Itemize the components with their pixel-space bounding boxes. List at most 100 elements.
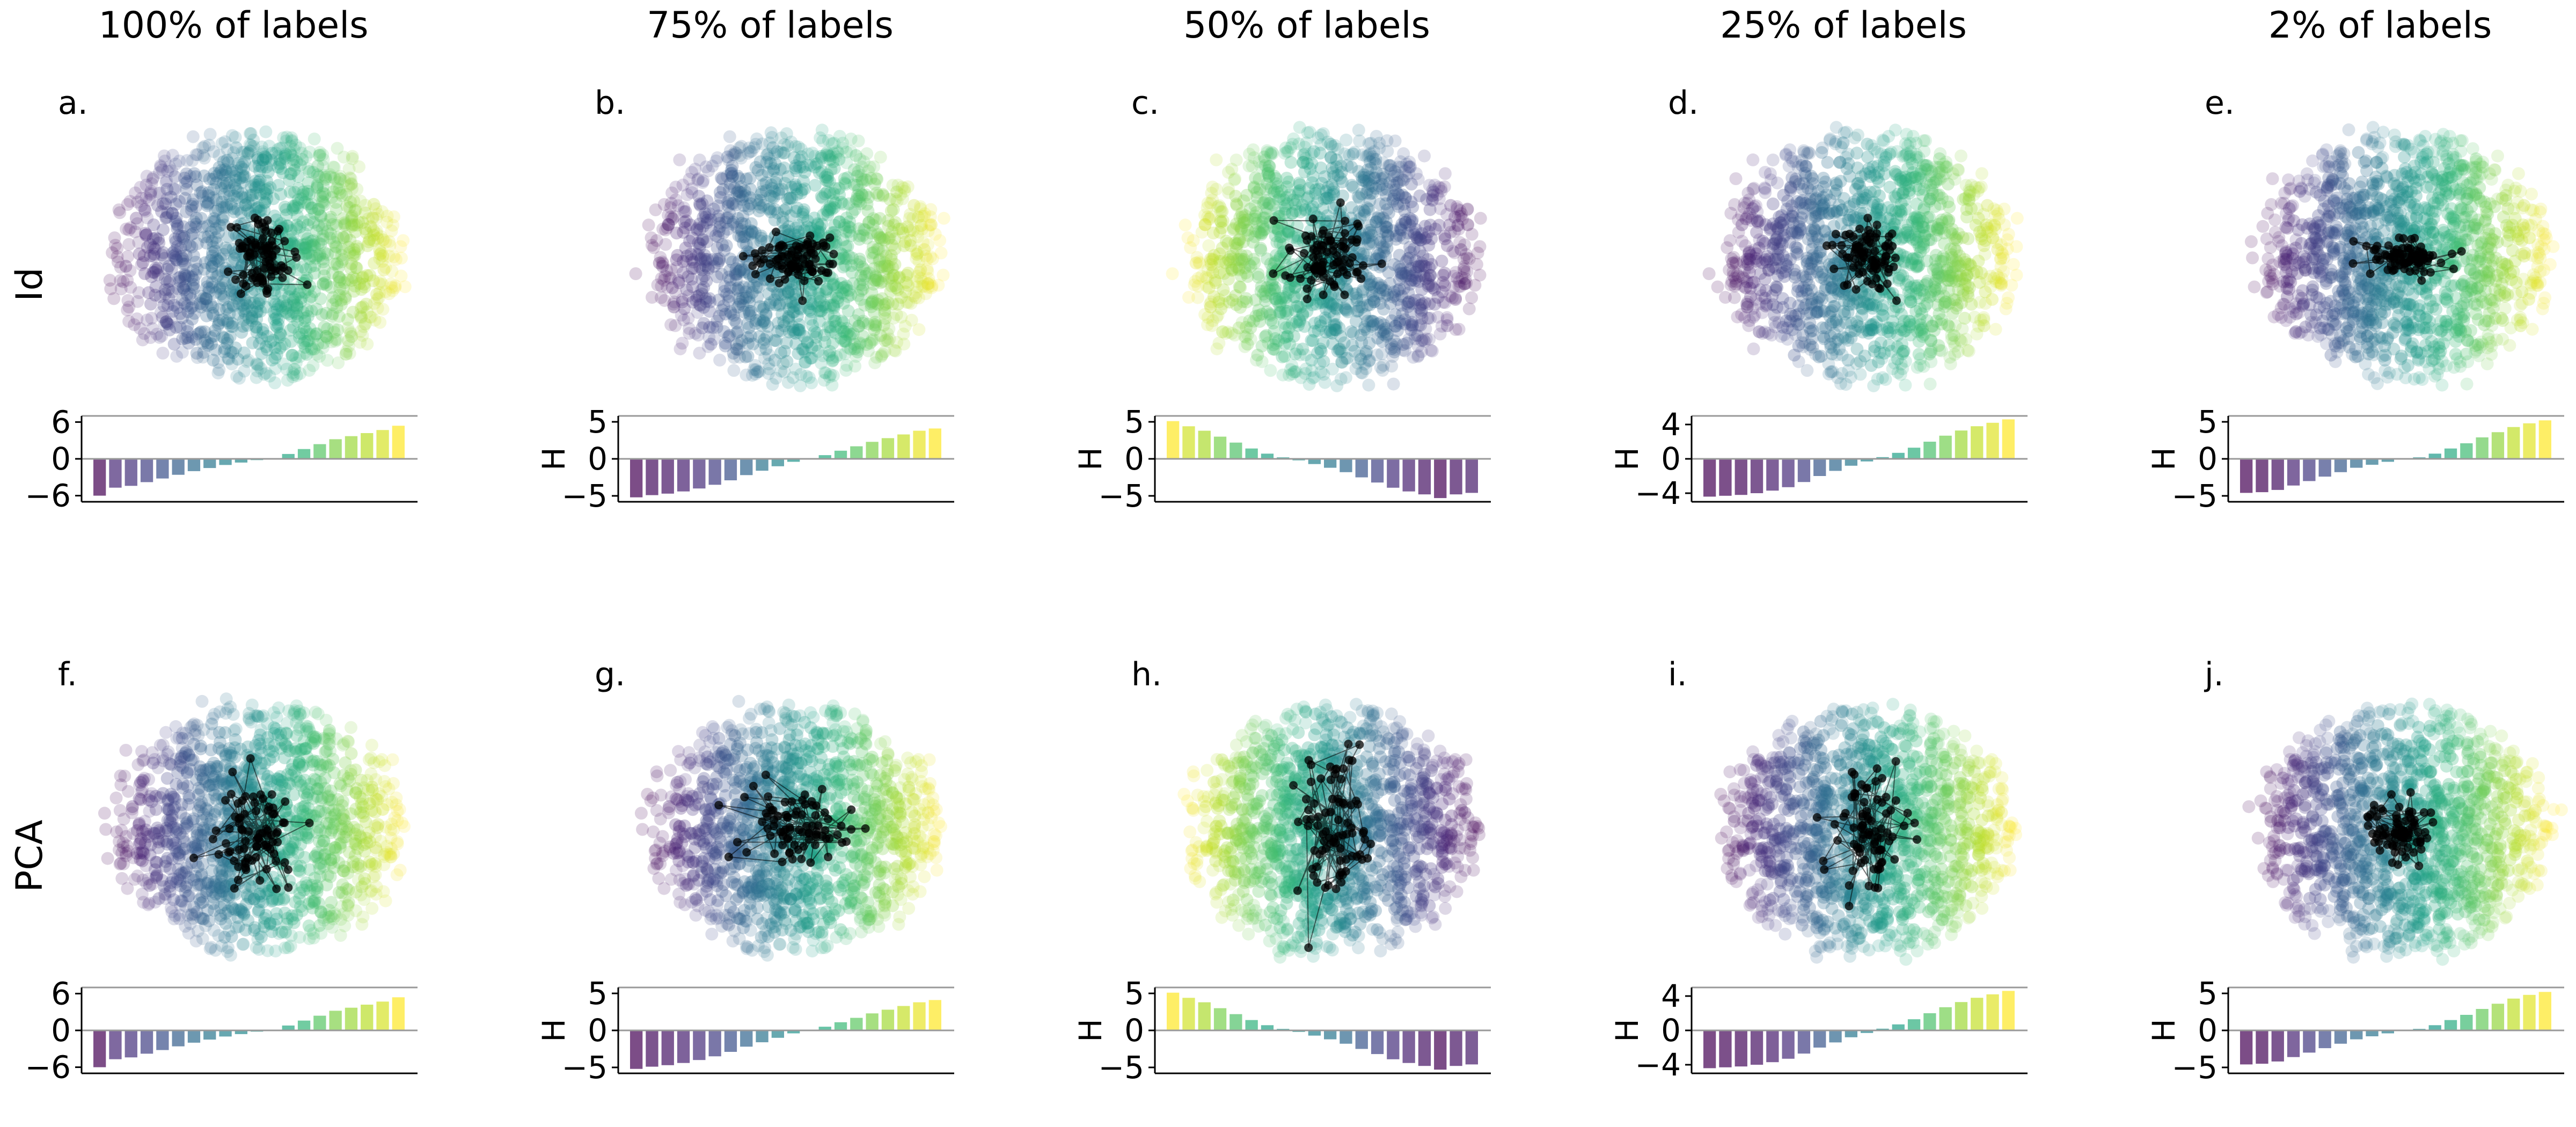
bar xyxy=(109,459,122,488)
scatter-point xyxy=(838,218,851,232)
scatter-point xyxy=(840,145,853,159)
scatter-point xyxy=(876,347,889,361)
scatter-point xyxy=(217,331,231,345)
scatter-point xyxy=(1873,189,1886,202)
scatter-point xyxy=(716,183,730,196)
scatter-point xyxy=(241,353,255,367)
scatter-point xyxy=(284,167,298,180)
scatter-point xyxy=(224,345,237,358)
scatter-point xyxy=(360,269,374,282)
scatter-point xyxy=(1989,323,2002,336)
scatter-point xyxy=(778,204,791,217)
scatter-point xyxy=(1326,178,1338,192)
scatter-point xyxy=(167,298,181,312)
panel-label: d. xyxy=(1668,84,1699,122)
scatter-point xyxy=(904,297,918,310)
scatter-point xyxy=(179,332,192,345)
scatter-point xyxy=(696,176,709,189)
scatter-point xyxy=(1212,295,1226,309)
scatter-point xyxy=(1821,156,1834,169)
scatter-point xyxy=(721,200,735,213)
scatter-point xyxy=(319,171,332,184)
scatter-point xyxy=(169,251,182,264)
scatter-point xyxy=(188,215,201,229)
scatter-point xyxy=(1225,261,1238,275)
bar xyxy=(156,459,169,479)
scatter-point xyxy=(1373,142,1386,155)
scatter-point xyxy=(293,141,306,155)
scatter-point xyxy=(881,327,894,340)
scatter-point xyxy=(186,300,199,313)
scatter-point xyxy=(332,260,346,274)
scatter-point xyxy=(713,252,726,266)
scatter-point xyxy=(792,347,805,360)
scatter-point xyxy=(358,317,372,331)
scatter-point xyxy=(215,182,228,195)
scatter-point xyxy=(936,268,950,282)
scatter-point xyxy=(218,276,232,290)
scatter-point xyxy=(287,158,301,172)
scatter-point xyxy=(206,276,219,289)
scatter-point xyxy=(321,225,334,238)
scatter-point xyxy=(921,281,935,294)
scatter-point xyxy=(1435,319,1448,333)
panel-label: c. xyxy=(1131,84,1159,122)
row-labels: Id PCA xyxy=(9,267,51,892)
scatter-point xyxy=(238,155,251,169)
scatter-point xyxy=(1206,180,1219,194)
scatter-point xyxy=(1462,302,1476,316)
scatter-point xyxy=(1462,252,1476,266)
scatter-point xyxy=(142,286,155,299)
scatter-point xyxy=(290,218,304,232)
scatter-point xyxy=(1410,231,1424,245)
scatter-point xyxy=(726,148,740,162)
scatter-point xyxy=(834,321,847,335)
scatter-point xyxy=(857,330,869,343)
scatter-point xyxy=(206,235,219,248)
scatter-point xyxy=(379,261,392,274)
scatter-point xyxy=(267,192,280,206)
bar xyxy=(1340,459,1352,472)
scatter-point xyxy=(826,369,840,382)
scatter-point xyxy=(131,295,144,308)
scatter-point xyxy=(1353,134,1366,148)
scatter-point xyxy=(713,354,727,367)
scatter-point xyxy=(1356,173,1370,187)
scatter-point xyxy=(255,332,268,345)
scatter-point xyxy=(1275,230,1288,243)
scatter-point xyxy=(1302,181,1316,195)
scatter-point xyxy=(372,277,386,290)
scatter-point xyxy=(174,250,188,263)
scatter-point xyxy=(706,321,720,334)
scatter-point xyxy=(367,197,380,211)
scatter-point xyxy=(684,218,697,231)
scatter-point xyxy=(189,221,202,234)
scatter-point xyxy=(111,250,124,264)
scatter-point xyxy=(308,240,321,253)
scatter-point xyxy=(293,286,306,299)
scatter-point xyxy=(682,270,695,283)
scatter-point xyxy=(1362,378,1375,392)
bar xyxy=(1418,459,1431,495)
scatter-point xyxy=(350,240,364,253)
scatter-point xyxy=(332,270,346,284)
scatter-point xyxy=(139,204,152,218)
scatter-point xyxy=(1378,290,1392,303)
scatter-point xyxy=(763,298,777,311)
scatter-point xyxy=(723,130,736,143)
column-title: 75% of labels xyxy=(647,4,894,47)
scatter-point xyxy=(1438,167,1452,180)
scatter-point xyxy=(270,303,284,316)
bar xyxy=(1182,426,1195,459)
scatter-point xyxy=(1281,330,1294,342)
scatter-point xyxy=(307,216,320,229)
scatter-point xyxy=(1326,337,1340,350)
scatter-point xyxy=(325,335,338,348)
scatter-point xyxy=(349,273,362,286)
scatter-point xyxy=(713,220,727,233)
scatter-point xyxy=(376,303,390,316)
bar xyxy=(646,459,658,495)
bar xyxy=(203,459,216,469)
scatter-point xyxy=(186,280,199,294)
